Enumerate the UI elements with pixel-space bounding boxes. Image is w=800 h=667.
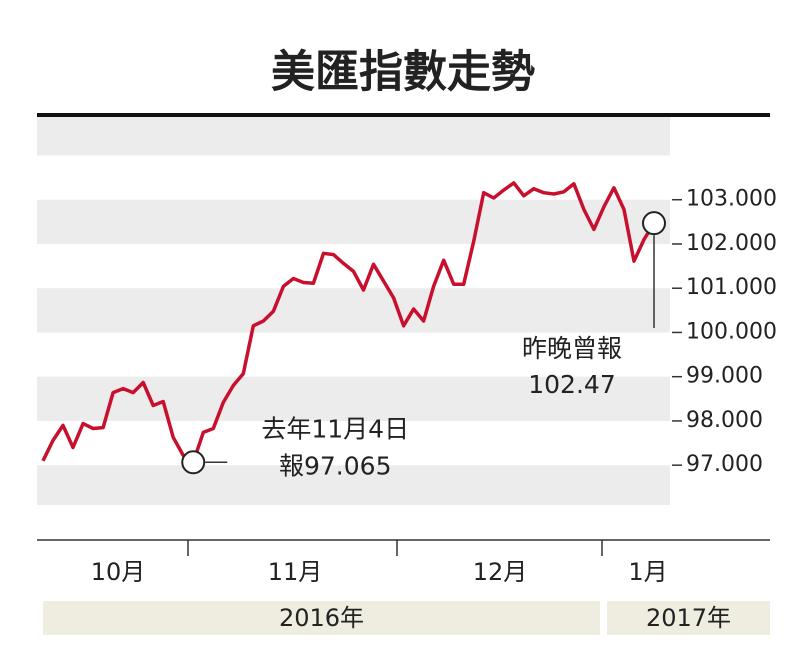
marker — [181, 450, 206, 475]
year-label: 2016年 — [279, 604, 364, 632]
y-tick-label: 97.000 — [686, 452, 763, 477]
line — [41, 181, 656, 465]
y-tick-label: 102.000 — [686, 231, 777, 256]
month-label: 10月 — [91, 558, 146, 586]
annotation: 102.47 — [528, 370, 615, 399]
chart-title: 美匯指數走勢 — [271, 47, 535, 98]
year-band — [43, 601, 600, 635]
grid-band — [37, 199, 670, 244]
annotation: 昨晚曾報 — [522, 334, 622, 363]
y-tick-label: 103.000 — [686, 187, 777, 212]
month-label: 1月 — [628, 558, 667, 586]
y-tick-label: 98.000 — [686, 408, 763, 433]
y-tick-label: 101.000 — [686, 275, 777, 300]
grid-band — [37, 117, 670, 156]
y-tick-label: 100.000 — [686, 319, 777, 344]
bands — [37, 117, 670, 505]
y-tick-label: 99.000 — [686, 364, 763, 389]
month-label: 11月 — [268, 558, 323, 586]
marker — [642, 211, 666, 236]
year-band — [607, 601, 770, 635]
annotation: 報97.065 — [279, 451, 391, 480]
grid-band — [37, 465, 670, 505]
month-label: 12月 — [473, 558, 528, 586]
annotation: 去年11月4日 — [261, 414, 409, 443]
grid-band — [37, 288, 670, 333]
year-label: 2017年 — [646, 604, 731, 632]
